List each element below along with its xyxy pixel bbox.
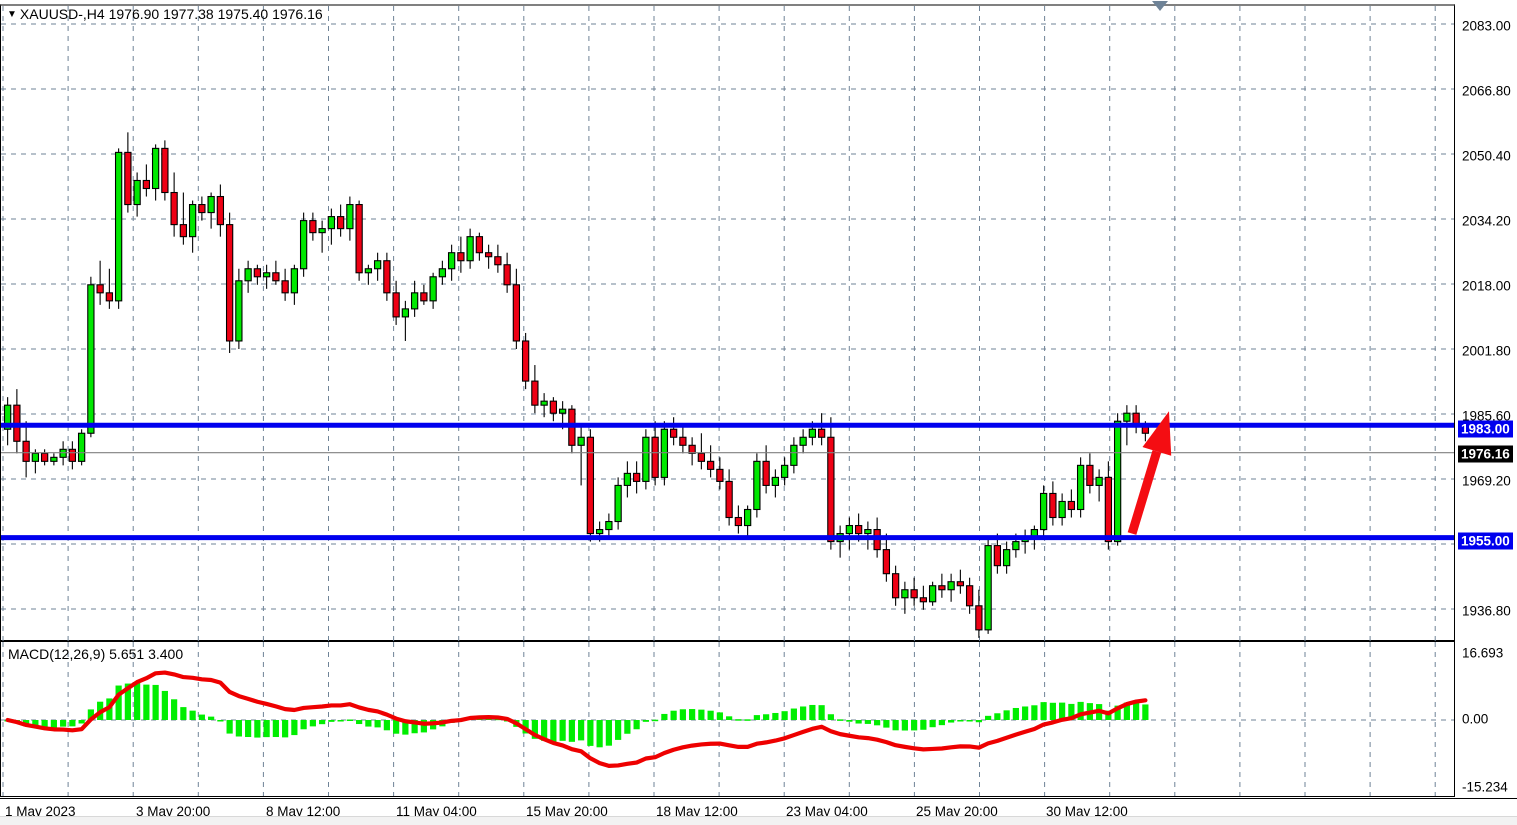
price-axis-label: 2018.00 xyxy=(1462,278,1511,294)
macd-indicator-pane[interactable]: MACD(12,26,9) 5.651 3.400 xyxy=(0,641,1455,797)
price-chart-header-text: XAUUSD-,H4 1976.90 1977.38 1975.40 1976.… xyxy=(19,6,323,22)
level-price-label: 1955.00 xyxy=(1458,532,1513,550)
price-axis-label: 2066.80 xyxy=(1462,83,1511,99)
price-axis-label: 1936.80 xyxy=(1462,603,1511,619)
price-chart-pane[interactable] xyxy=(0,4,1455,641)
scroll-down-triangle-icon[interactable] xyxy=(1152,1,1168,11)
macd-axis-scale: 16.693 0.00 -15.234 xyxy=(1456,641,1517,797)
price-axis-label: 1969.20 xyxy=(1462,473,1511,489)
time-axis-label: 30 May 12:00 xyxy=(1046,804,1128,819)
macd-axis-label: 16.693 xyxy=(1462,645,1504,661)
macd-axis-label: 0.00 xyxy=(1462,711,1489,727)
time-axis-label: 3 May 20:00 xyxy=(136,804,211,819)
level-price-label: 1983.00 xyxy=(1458,420,1513,438)
price-axis-label: 2050.40 xyxy=(1462,148,1511,164)
time-axis-label: 15 May 20:00 xyxy=(526,804,608,819)
status-strip xyxy=(0,816,1517,825)
macd-header-text: MACD(12,26,9) 5.651 3.400 xyxy=(8,646,184,662)
macd-axis-label: -15.234 xyxy=(1462,779,1508,795)
price-chart-header: ▼ XAUUSD-,H4 1976.90 1977.38 1975.40 1976… xyxy=(7,6,323,22)
time-axis-label: 18 May 12:00 xyxy=(656,804,738,819)
price-axis-label: 2083.00 xyxy=(1462,18,1511,34)
time-axis-label: 11 May 04:00 xyxy=(396,804,477,819)
time-axis-label: 23 May 04:00 xyxy=(786,804,868,819)
time-axis-label: 1 May 2023 xyxy=(5,804,76,819)
price-chart-canvas xyxy=(1,6,1454,641)
price-axis-label: 2001.80 xyxy=(1462,343,1511,359)
price-axis-label: 2034.20 xyxy=(1462,213,1511,229)
time-axis-label: 8 May 12:00 xyxy=(266,804,341,819)
collapse-triangle-icon[interactable]: ▼ xyxy=(7,9,17,20)
time-axis-label: 25 May 20:00 xyxy=(916,804,998,819)
price-axis-scale[interactable]: 2083.00 2066.80 2050.40 2034.20 2018.00 2001.… xyxy=(1456,4,1517,641)
current-price-label: 1976.16 xyxy=(1458,445,1513,463)
price-axis-label: 1985.60 xyxy=(1462,408,1511,424)
macd-chart-canvas xyxy=(1,642,1454,796)
